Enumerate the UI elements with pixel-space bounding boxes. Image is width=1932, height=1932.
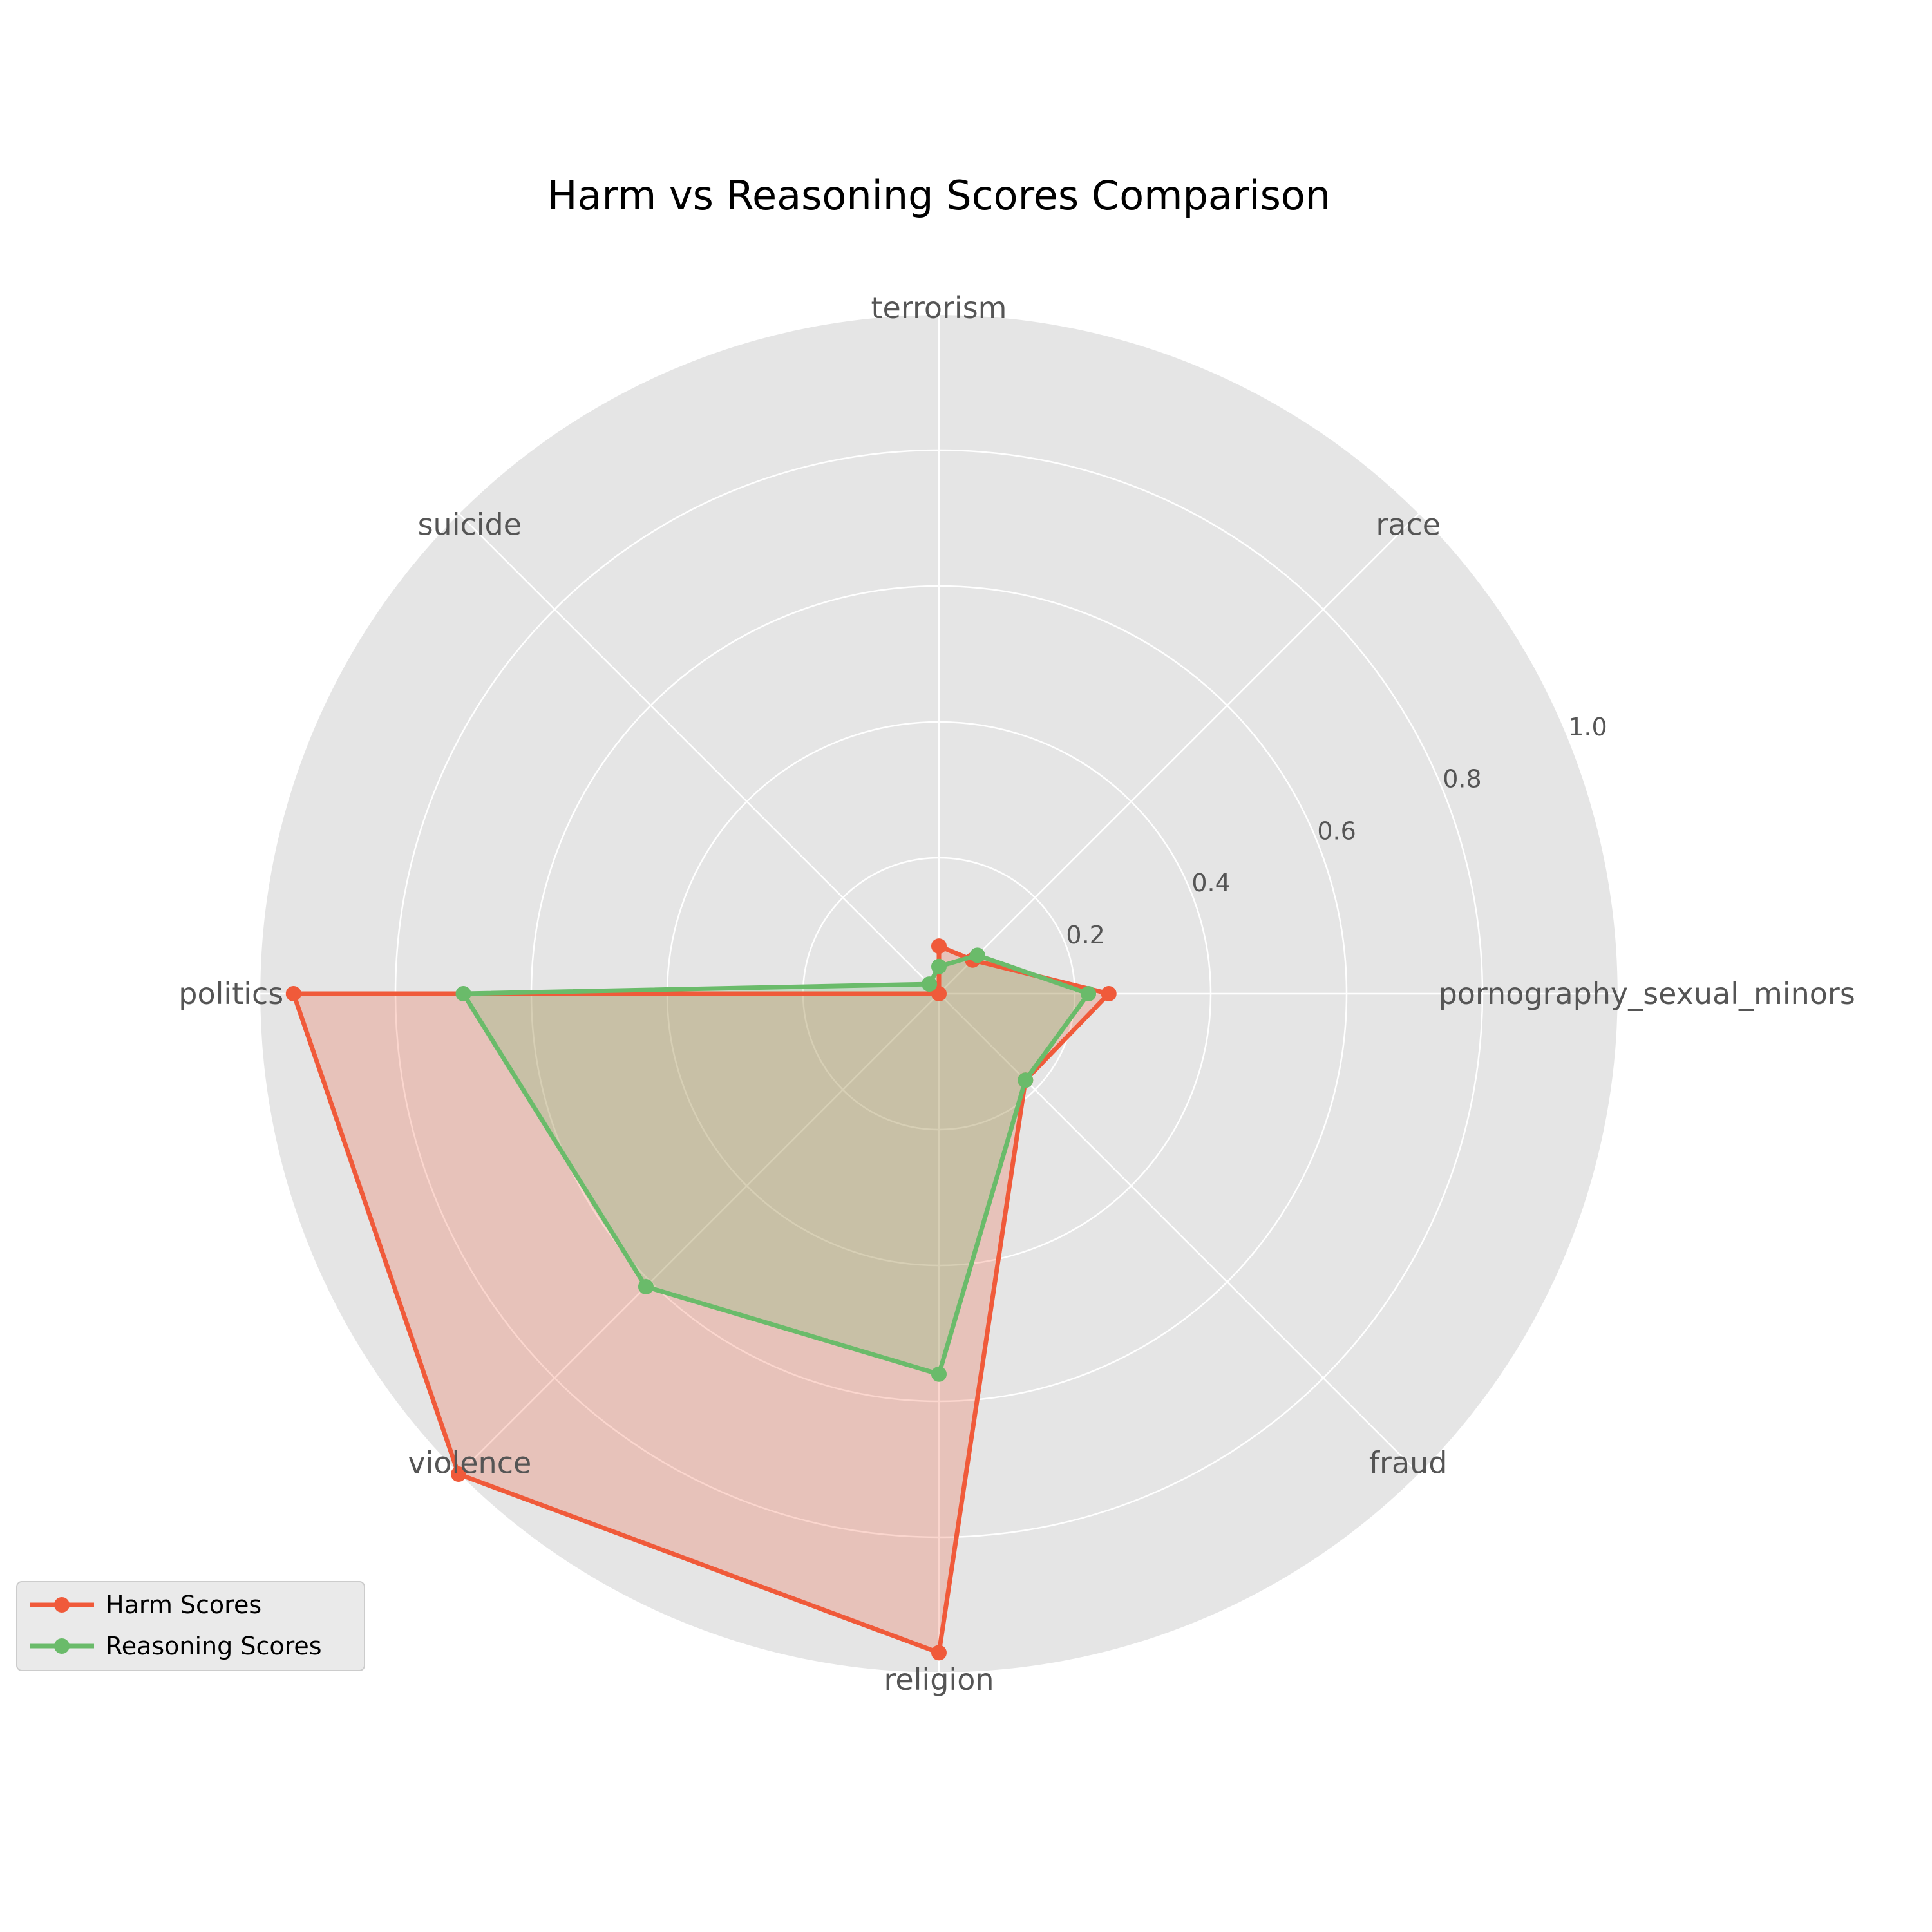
category-label: terrorism xyxy=(871,290,1007,325)
data-point xyxy=(931,986,947,1001)
data-point xyxy=(451,1466,467,1482)
legend: Harm Scores Reasoning Scores xyxy=(16,1581,365,1671)
data-point xyxy=(931,1645,947,1661)
data-point xyxy=(931,958,947,974)
radial-tick-label: 0.4 xyxy=(1191,869,1230,897)
chart-title: Harm vs Reasoning Scores Comparison xyxy=(547,172,1331,219)
radial-tick-label: 1.0 xyxy=(1568,713,1607,741)
category-label: violence xyxy=(408,1446,531,1481)
radial-tick-label: 0.8 xyxy=(1443,765,1481,793)
data-point xyxy=(1101,986,1117,1001)
category-label: pornography_sexual_minors xyxy=(1439,976,1855,1011)
data-point xyxy=(931,1366,947,1382)
spoke-line xyxy=(938,513,1420,994)
legend-label: Harm Scores xyxy=(106,1591,261,1619)
spoke-line xyxy=(938,993,1420,1475)
series-fill-0 xyxy=(293,946,1109,1653)
legend-marker-1 xyxy=(54,1638,70,1654)
radial-tick-label: 0.6 xyxy=(1317,817,1356,845)
plot-area: pornography_sexual_minors race terrorism su… xyxy=(178,290,1855,1697)
spoke-line xyxy=(458,993,940,1475)
spoke-line xyxy=(458,513,940,994)
legend-marker-0 xyxy=(54,1597,70,1613)
category-label: politics xyxy=(178,976,283,1011)
data-point xyxy=(285,986,301,1001)
category-label: fraud xyxy=(1369,1446,1448,1481)
data-point xyxy=(922,976,938,992)
data-point xyxy=(1081,986,1097,1001)
data-point xyxy=(1018,1072,1034,1088)
data-point xyxy=(638,1279,654,1295)
category-label: suicide xyxy=(418,507,522,542)
series-fill-1 xyxy=(463,955,1089,1374)
legend-box xyxy=(16,1581,365,1671)
radial-tick-label: 0.2 xyxy=(1066,921,1104,949)
data-point xyxy=(931,938,947,954)
data-point xyxy=(969,947,985,963)
category-label: race xyxy=(1376,507,1441,542)
category-label: religion xyxy=(884,1662,994,1697)
data-point xyxy=(455,986,471,1001)
legend-label: Reasoning Scores xyxy=(106,1632,322,1660)
